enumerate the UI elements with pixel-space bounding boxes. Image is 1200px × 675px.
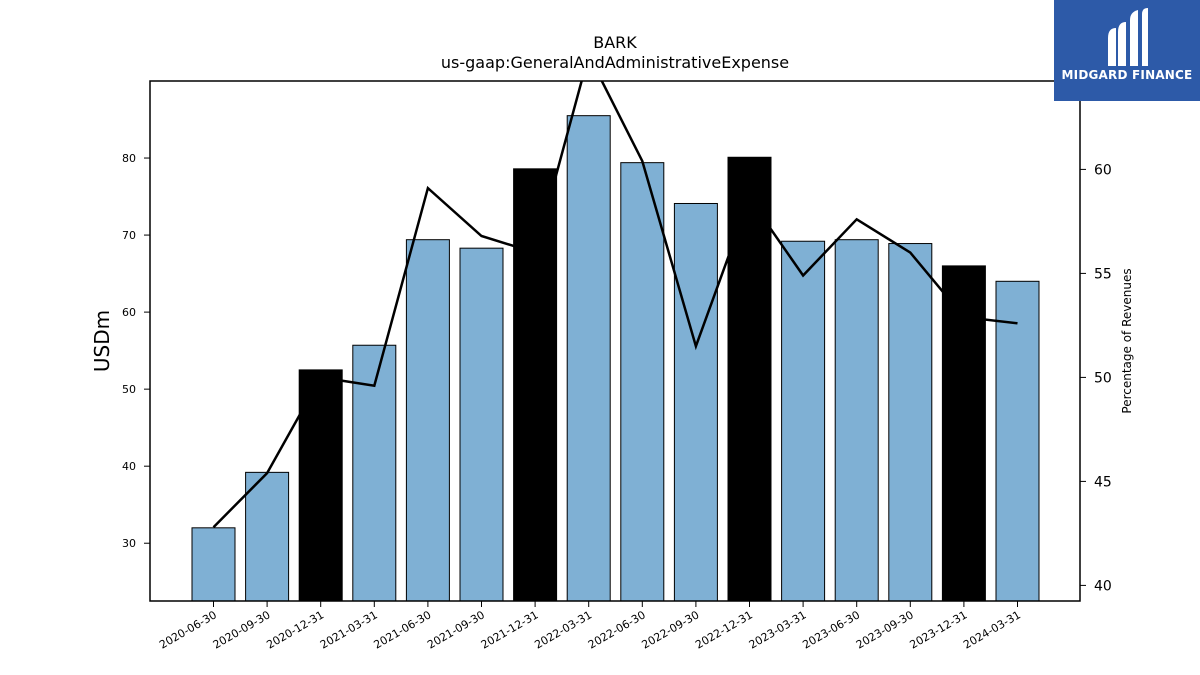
x-tick-label: 2022-06-30 <box>586 608 648 651</box>
x-tick-label: 2021-03-31 <box>318 608 380 651</box>
y-tick-label: 80 <box>122 152 136 165</box>
bar <box>727 156 772 602</box>
x-tick-label: 2022-03-31 <box>532 608 594 651</box>
x-tick-label: 2022-09-30 <box>640 608 702 651</box>
y-tick-label: 70 <box>122 229 136 242</box>
x-tick-label: 2023-09-30 <box>854 608 916 651</box>
y-axis-label: USDm <box>90 310 114 372</box>
logo: MIDGARD FINANCE <box>1054 0 1200 101</box>
y-axis-right: 40 45 50 55 60 <box>1080 162 1112 594</box>
line-series <box>212 81 1018 529</box>
x-tick-label: 2023-12-31 <box>908 608 970 651</box>
chart-subtitle: us-gaap:GeneralAndAdministrativeExpense <box>441 53 789 72</box>
bar <box>888 243 933 602</box>
x-axis: 2020-06-302020-09-302020-12-312021-03-31… <box>157 601 1023 652</box>
bar <box>459 247 504 602</box>
bar-series <box>191 115 1040 602</box>
x-tick-label: 2023-03-31 <box>747 608 809 651</box>
y-tick-label: 60 <box>122 306 136 319</box>
bar <box>405 239 450 602</box>
bar <box>941 265 986 602</box>
logo-mark-icon <box>1108 8 1148 66</box>
y-tick-label-right: 45 <box>1094 474 1112 490</box>
x-tick-label: 2020-12-31 <box>264 608 326 651</box>
x-tick-label: 2020-09-30 <box>211 608 273 651</box>
x-tick-label: 2021-09-30 <box>425 608 487 651</box>
y-axis-label-right: Percentage of Revenues <box>1120 268 1134 413</box>
y-tick-label: 40 <box>122 460 136 473</box>
bar <box>781 240 826 602</box>
bar <box>245 471 290 602</box>
plot-frame <box>149 80 1081 602</box>
y-axis-left: 30 40 50 60 70 80 <box>122 152 150 550</box>
x-tick-label: 2022-12-31 <box>693 608 755 651</box>
bar <box>298 369 343 602</box>
bar <box>191 527 236 602</box>
bar <box>352 344 397 602</box>
x-tick-label: 2024-03-31 <box>961 608 1023 651</box>
y-tick-label-right: 55 <box>1094 266 1112 282</box>
bar <box>513 168 558 602</box>
x-tick-label: 2020-06-30 <box>157 608 219 651</box>
chart-title: BARK <box>593 33 637 52</box>
logo-text: MIDGARD FINANCE <box>1061 68 1193 82</box>
line-path <box>212 81 1018 529</box>
x-tick-label: 2021-12-31 <box>479 608 541 651</box>
y-tick-label-right: 50 <box>1094 370 1112 386</box>
bar <box>620 162 665 602</box>
x-tick-label: 2021-06-30 <box>372 608 434 651</box>
bar <box>995 280 1040 602</box>
y-tick-label: 30 <box>122 537 136 550</box>
bar <box>834 239 879 602</box>
bar <box>566 115 611 602</box>
x-tick-label: 2023-06-30 <box>800 608 862 651</box>
y-tick-label-right: 40 <box>1094 578 1112 594</box>
bar <box>673 202 718 602</box>
y-tick-label: 50 <box>122 383 136 396</box>
y-tick-label-right: 60 <box>1094 162 1112 178</box>
